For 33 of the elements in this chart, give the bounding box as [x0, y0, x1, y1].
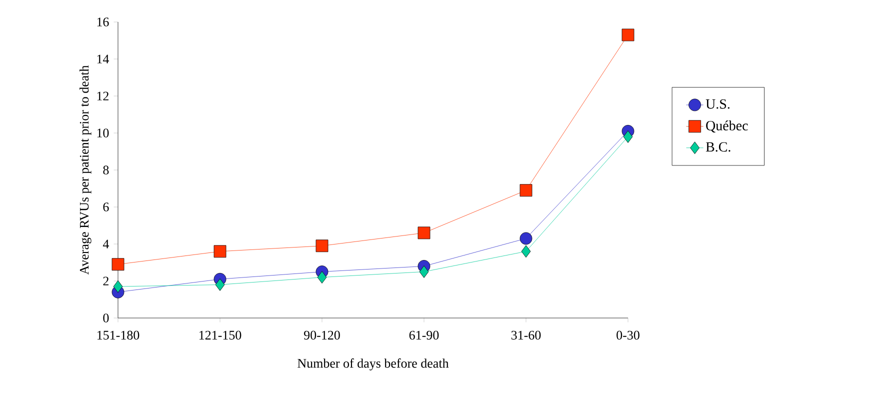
y-axis-title: Average RVUs per patient prior to death	[80, 65, 92, 275]
point	[521, 245, 531, 258]
y-tick-label: 2	[103, 276, 108, 286]
y-tick-label: 8	[103, 166, 109, 174]
point	[623, 130, 633, 143]
y-tick-label: 6	[103, 202, 109, 212]
x-tick-label: 90-120	[304, 330, 340, 340]
point	[214, 245, 226, 258]
legend-label: Québec	[706, 120, 748, 133]
point	[215, 278, 225, 291]
y-tick-label: 14	[97, 54, 110, 64]
point	[520, 184, 532, 197]
y-tick-label: 0	[103, 314, 109, 322]
x-tick-label: 31-60	[511, 330, 541, 340]
x-tick-label: 0-30	[616, 330, 640, 340]
x-tick-label: 151-180	[97, 330, 140, 340]
point	[113, 280, 123, 293]
point	[316, 240, 328, 252]
point	[112, 258, 124, 271]
x-tick-label: 121-150	[199, 330, 242, 340]
legend-label: U.S.	[706, 99, 730, 109]
y-tick-label: 12	[97, 92, 108, 100]
y-tick-label: 10	[97, 128, 109, 138]
point	[622, 28, 634, 42]
y-tick-label: 4	[102, 240, 110, 248]
point	[418, 226, 430, 240]
point	[520, 232, 532, 245]
legend-label: B.C.	[706, 142, 730, 152]
point	[419, 266, 429, 278]
y-tick-label: 16	[97, 18, 109, 26]
x-tick-label: 61-90	[409, 330, 439, 340]
x-axis-title: Number of days before death	[298, 358, 449, 370]
point	[317, 271, 327, 284]
